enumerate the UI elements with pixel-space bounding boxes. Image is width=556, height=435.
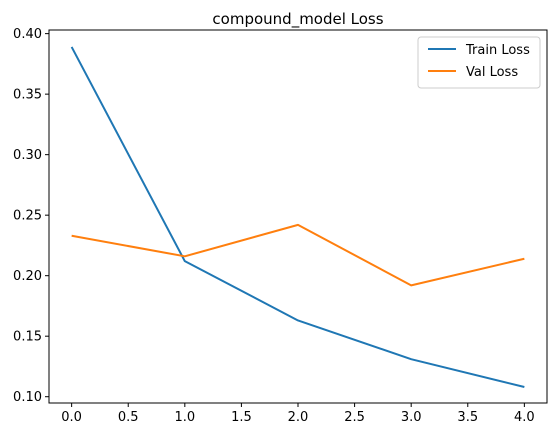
- data-point-val-loss: [523, 258, 525, 260]
- data-point-train-loss: [523, 386, 525, 388]
- y-tick-label: 0.35: [13, 88, 42, 103]
- series-line-train-loss: [70, 46, 525, 388]
- y-tick-label: 0.10: [13, 390, 42, 405]
- x-axis: 0.0 0.5 1.0 1.5 2.0 2.5 3.0 3.5 4.0: [61, 403, 535, 425]
- x-tick-label: 3.0: [401, 410, 422, 425]
- data-point-val-loss: [71, 235, 73, 237]
- data-point-train-loss: [410, 358, 412, 360]
- legend: Train Loss Val Loss: [417, 36, 541, 89]
- y-tick-label: 0.15: [13, 330, 42, 345]
- x-tick-label: 2.0: [288, 410, 309, 425]
- y-axis: 0.10 0.15 0.20 0.25 0.30 0.35 0.40: [13, 27, 49, 405]
- series-line-val-loss: [71, 223, 525, 287]
- plot-area-frame: [48, 29, 548, 404]
- y-tick-label: 0.20: [13, 269, 42, 284]
- y-tick-label: 0.25: [13, 209, 42, 224]
- data-point-train-loss: [71, 46, 73, 48]
- data-point-val-loss: [184, 255, 186, 257]
- y-tick-label: 0.30: [13, 148, 42, 163]
- x-tick-label: 4.0: [514, 410, 535, 425]
- x-tick-label: 0.5: [118, 410, 139, 425]
- x-tick-label: 1.0: [174, 410, 195, 425]
- data-point-val-loss: [297, 224, 299, 226]
- x-tick-label: 3.5: [457, 410, 478, 425]
- chart-title: compound_model Loss: [212, 10, 383, 29]
- data-point-train-loss: [297, 319, 299, 321]
- y-tick-label: 0.40: [13, 27, 42, 42]
- x-tick-label: 1.5: [231, 410, 252, 425]
- x-tick-label: 0.0: [61, 410, 82, 425]
- series-layer: [70, 46, 525, 388]
- legend-label-val-loss: Val Loss: [466, 65, 518, 80]
- legend-label-train-loss: Train Loss: [465, 43, 530, 58]
- data-point-train-loss: [184, 260, 186, 262]
- data-point-val-loss: [410, 284, 412, 286]
- x-tick-label: 2.5: [344, 410, 365, 425]
